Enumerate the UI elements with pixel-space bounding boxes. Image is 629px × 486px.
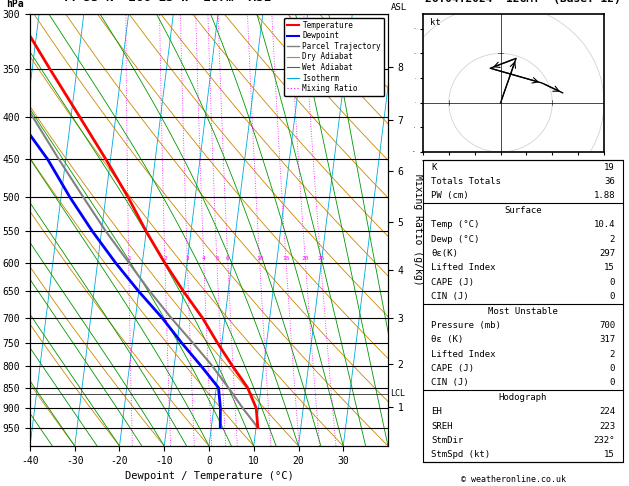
- Text: 19: 19: [604, 163, 615, 172]
- Text: © weatheronline.co.uk: © weatheronline.co.uk: [461, 474, 566, 484]
- Text: 0: 0: [610, 364, 615, 373]
- Text: LCL: LCL: [390, 389, 405, 399]
- Y-axis label: Mixing Ratio (g/kg): Mixing Ratio (g/kg): [413, 174, 423, 286]
- Text: 15: 15: [604, 263, 615, 272]
- Text: 1.88: 1.88: [594, 191, 615, 200]
- Text: K: K: [431, 163, 437, 172]
- Text: CAPE (J): CAPE (J): [431, 364, 474, 373]
- Text: hPa: hPa: [6, 0, 24, 9]
- Text: StmSpd (kt): StmSpd (kt): [431, 451, 490, 459]
- Text: 224: 224: [599, 407, 615, 416]
- Text: SREH: SREH: [431, 421, 452, 431]
- Text: 0: 0: [610, 379, 615, 387]
- Text: 3: 3: [186, 256, 189, 260]
- Text: Most Unstable: Most Unstable: [488, 307, 558, 315]
- Text: Temp (°C): Temp (°C): [431, 220, 479, 229]
- Text: 44°53'N  266°13'W  287m  ASL: 44°53'N 266°13'W 287m ASL: [61, 0, 271, 4]
- Text: PW (cm): PW (cm): [431, 191, 469, 200]
- Text: 4: 4: [202, 256, 206, 260]
- Text: 700: 700: [599, 321, 615, 330]
- Text: 2: 2: [610, 235, 615, 243]
- Text: 2: 2: [163, 256, 167, 260]
- Text: CIN (J): CIN (J): [431, 379, 469, 387]
- Text: Lifted Index: Lifted Index: [431, 263, 496, 272]
- Text: 317: 317: [599, 335, 615, 344]
- X-axis label: Dewpoint / Temperature (°C): Dewpoint / Temperature (°C): [125, 471, 293, 481]
- Legend: Temperature, Dewpoint, Parcel Trajectory, Dry Adiabat, Wet Adiabat, Isotherm, Mi: Temperature, Dewpoint, Parcel Trajectory…: [284, 18, 384, 96]
- Text: 5: 5: [215, 256, 219, 260]
- Text: 0: 0: [610, 278, 615, 287]
- Text: θε (K): θε (K): [431, 335, 463, 344]
- Text: 36: 36: [604, 177, 615, 186]
- Text: Totals Totals: Totals Totals: [431, 177, 501, 186]
- Text: kt: kt: [430, 18, 441, 27]
- Text: Hodograph: Hodograph: [499, 393, 547, 402]
- Text: Pressure (mb): Pressure (mb): [431, 321, 501, 330]
- Text: 297: 297: [599, 249, 615, 258]
- Text: 15: 15: [604, 451, 615, 459]
- Text: 15: 15: [282, 256, 290, 260]
- Text: 10: 10: [256, 256, 264, 260]
- Text: 25: 25: [317, 256, 325, 260]
- Text: CIN (J): CIN (J): [431, 292, 469, 301]
- Text: 20: 20: [302, 256, 309, 260]
- Text: 10.4: 10.4: [594, 220, 615, 229]
- Text: Dewp (°C): Dewp (°C): [431, 235, 479, 243]
- Text: CAPE (J): CAPE (J): [431, 278, 474, 287]
- Text: 223: 223: [599, 421, 615, 431]
- Text: 6: 6: [226, 256, 230, 260]
- Text: 26.04.2024  12GMT  (Base: 12): 26.04.2024 12GMT (Base: 12): [425, 0, 620, 4]
- Text: Surface: Surface: [504, 206, 542, 215]
- Text: km
ASL: km ASL: [391, 0, 407, 12]
- Text: Lifted Index: Lifted Index: [431, 349, 496, 359]
- Text: θε(K): θε(K): [431, 249, 458, 258]
- Text: 232°: 232°: [594, 436, 615, 445]
- Text: 1: 1: [127, 256, 131, 260]
- Text: StmDir: StmDir: [431, 436, 463, 445]
- Text: 2: 2: [610, 349, 615, 359]
- Text: EH: EH: [431, 407, 442, 416]
- Text: 0: 0: [610, 292, 615, 301]
